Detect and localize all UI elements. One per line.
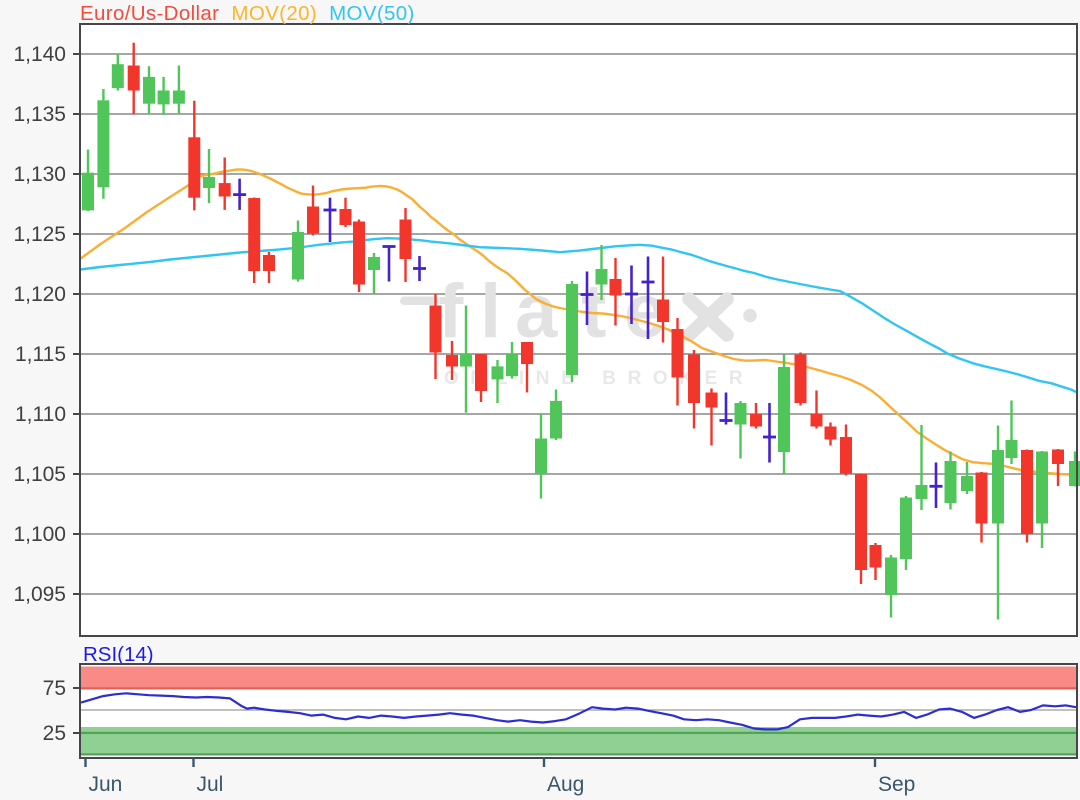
svg-text:1,105: 1,105 (13, 463, 66, 486)
svg-text:1,120: 1,120 (13, 283, 66, 306)
svg-text:75: 75 (43, 677, 66, 700)
svg-text:1,115: 1,115 (15, 343, 66, 366)
svg-text:f: f (438, 269, 464, 354)
svg-text:1,140: 1,140 (13, 43, 66, 66)
svg-text:1,125: 1,125 (13, 223, 66, 246)
svg-text:Sep: Sep (878, 773, 915, 796)
svg-text:ONLINE BROKER: ONLINE BROKER (444, 368, 754, 389)
svg-text:Euro/Us-Dollar MOV(20) MOV(5: Euro/Us-Dollar MOV(20) MOV(50) (80, 2, 415, 25)
svg-text:Jun: Jun (89, 773, 123, 796)
svg-text:l: l (480, 269, 501, 354)
svg-text:1,100: 1,100 (13, 523, 66, 546)
svg-text:1,130: 1,130 (13, 163, 66, 186)
svg-text:Aug: Aug (547, 773, 584, 796)
svg-text:RSI(14): RSI(14) (83, 643, 154, 666)
svg-text:1,110: 1,110 (15, 403, 66, 426)
svg-text:Jul: Jul (197, 773, 224, 796)
svg-text:1,135: 1,135 (13, 103, 66, 126)
svg-text:a: a (515, 269, 558, 354)
svg-text:1,095: 1,095 (13, 583, 66, 606)
svg-text:25: 25 (43, 722, 66, 745)
